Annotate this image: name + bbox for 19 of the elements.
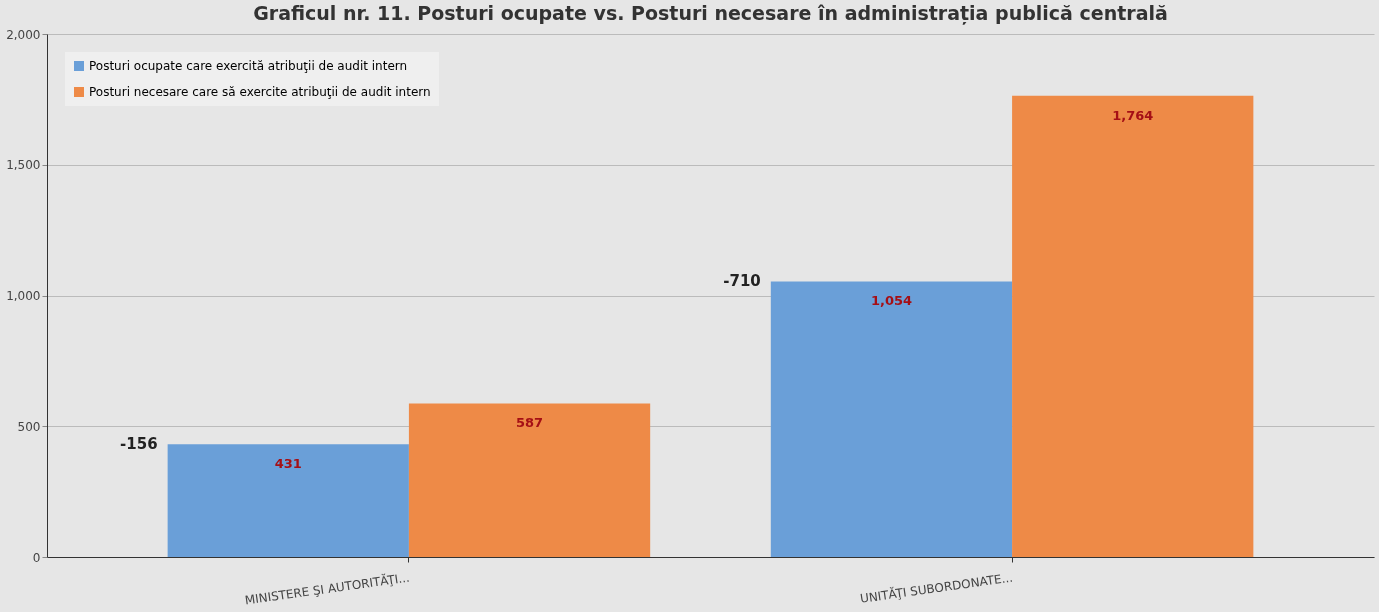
data-label: 1,054 — [870, 293, 913, 309]
y-tick-label: 2,000 — [6, 27, 41, 42]
bar — [167, 444, 409, 557]
annotation: -156 — [120, 435, 158, 454]
data-label: 587 — [515, 415, 544, 431]
y-tick-label: 1,000 — [6, 289, 41, 303]
data-label: 431 — [274, 456, 302, 472]
chart-title: Graficul nr. 11. Posturi ocupate vs. Posturi necesare în administrația publică centrală — [253, 2, 1168, 25]
legend-label: Posturi ocupate care exercită atribuţii de audit intern — [89, 59, 408, 73]
y-tick-label: 0 — [32, 550, 41, 565]
legend-label: Posturi necesare care să exercite atribuţii de audit intern — [89, 85, 431, 99]
data-label: 1,764 — [1112, 107, 1154, 123]
annotation: -710 — [723, 272, 761, 291]
bar — [1012, 95, 1254, 557]
bar — [770, 281, 1013, 557]
x-tick-label: MINISTERE ŞI AUTORITĂŢI... — [243, 569, 411, 608]
y-tick-label: 1,500 — [6, 158, 41, 173]
bar — [408, 403, 651, 557]
y-tick-label: 500 — [17, 419, 41, 434]
